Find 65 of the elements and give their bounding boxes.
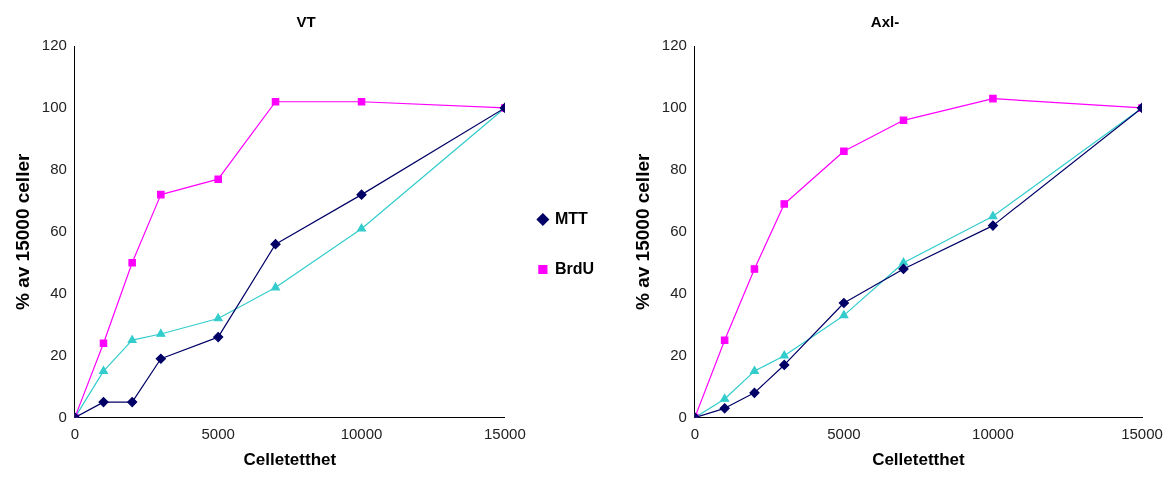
x-axis-title: Celletetthet bbox=[243, 450, 337, 470]
point bbox=[214, 175, 222, 183]
chart-title: VT bbox=[296, 13, 316, 31]
point bbox=[989, 94, 997, 103]
point bbox=[899, 116, 908, 125]
point bbox=[213, 313, 223, 322]
x-tick-label: 10000 bbox=[972, 424, 1014, 442]
point bbox=[99, 339, 108, 348]
point bbox=[750, 265, 759, 273]
y-tick-label: 60 bbox=[50, 221, 67, 239]
point bbox=[270, 239, 281, 250]
point bbox=[98, 397, 109, 408]
point bbox=[720, 393, 730, 402]
point bbox=[271, 97, 280, 106]
y-axis-title: % av 15000 celler bbox=[11, 153, 33, 310]
point bbox=[749, 366, 759, 374]
point bbox=[779, 350, 789, 359]
point bbox=[987, 220, 999, 231]
point bbox=[156, 328, 166, 337]
x-tick-label: 15000 bbox=[1121, 424, 1163, 442]
point bbox=[99, 366, 108, 374]
y-tick-label: 100 bbox=[661, 98, 687, 116]
point bbox=[357, 223, 367, 232]
y-axis-title: % av 15000 celler bbox=[631, 153, 653, 310]
y-tick-label: 0 bbox=[58, 407, 67, 425]
x-tick-label: 5000 bbox=[201, 424, 235, 442]
y-tick-label: 120 bbox=[41, 36, 67, 54]
point bbox=[838, 297, 849, 309]
x-tick-label: 15000 bbox=[484, 424, 526, 442]
point bbox=[157, 190, 165, 199]
y-tick-label: 60 bbox=[670, 221, 687, 239]
x-tick-label: 0 bbox=[690, 424, 699, 442]
point bbox=[127, 397, 138, 408]
y-tick-label: 0 bbox=[678, 407, 687, 425]
point bbox=[271, 282, 281, 291]
x-axis-title: Celletetthet bbox=[872, 450, 966, 470]
y-tick-label: 20 bbox=[670, 345, 687, 363]
y-tick-label: 20 bbox=[50, 345, 67, 363]
y-tick-label: 100 bbox=[41, 98, 67, 116]
point bbox=[840, 147, 848, 156]
y-tick-label: 80 bbox=[50, 160, 67, 178]
x-tick-label: 0 bbox=[70, 424, 79, 442]
y-tick-label: 80 bbox=[670, 160, 687, 178]
y-tick-label: 40 bbox=[670, 283, 687, 301]
legend-label: MTT bbox=[554, 209, 588, 227]
point bbox=[839, 310, 849, 319]
point bbox=[749, 387, 760, 398]
point bbox=[155, 353, 166, 364]
point bbox=[128, 258, 136, 267]
point bbox=[988, 211, 998, 220]
point bbox=[779, 359, 790, 371]
point bbox=[213, 331, 224, 343]
point bbox=[899, 257, 909, 266]
x-tick-label: 5000 bbox=[827, 424, 861, 442]
y-tick-label: 40 bbox=[50, 283, 67, 301]
point bbox=[127, 335, 137, 344]
point bbox=[780, 200, 789, 208]
y-tick-label: 120 bbox=[661, 36, 687, 54]
legend-label: BrdU bbox=[554, 259, 594, 277]
point bbox=[720, 336, 729, 344]
point bbox=[719, 403, 730, 414]
x-tick-label: 10000 bbox=[340, 424, 383, 442]
chart-title: Axl- bbox=[870, 13, 900, 31]
point bbox=[357, 97, 366, 106]
point bbox=[356, 189, 367, 200]
